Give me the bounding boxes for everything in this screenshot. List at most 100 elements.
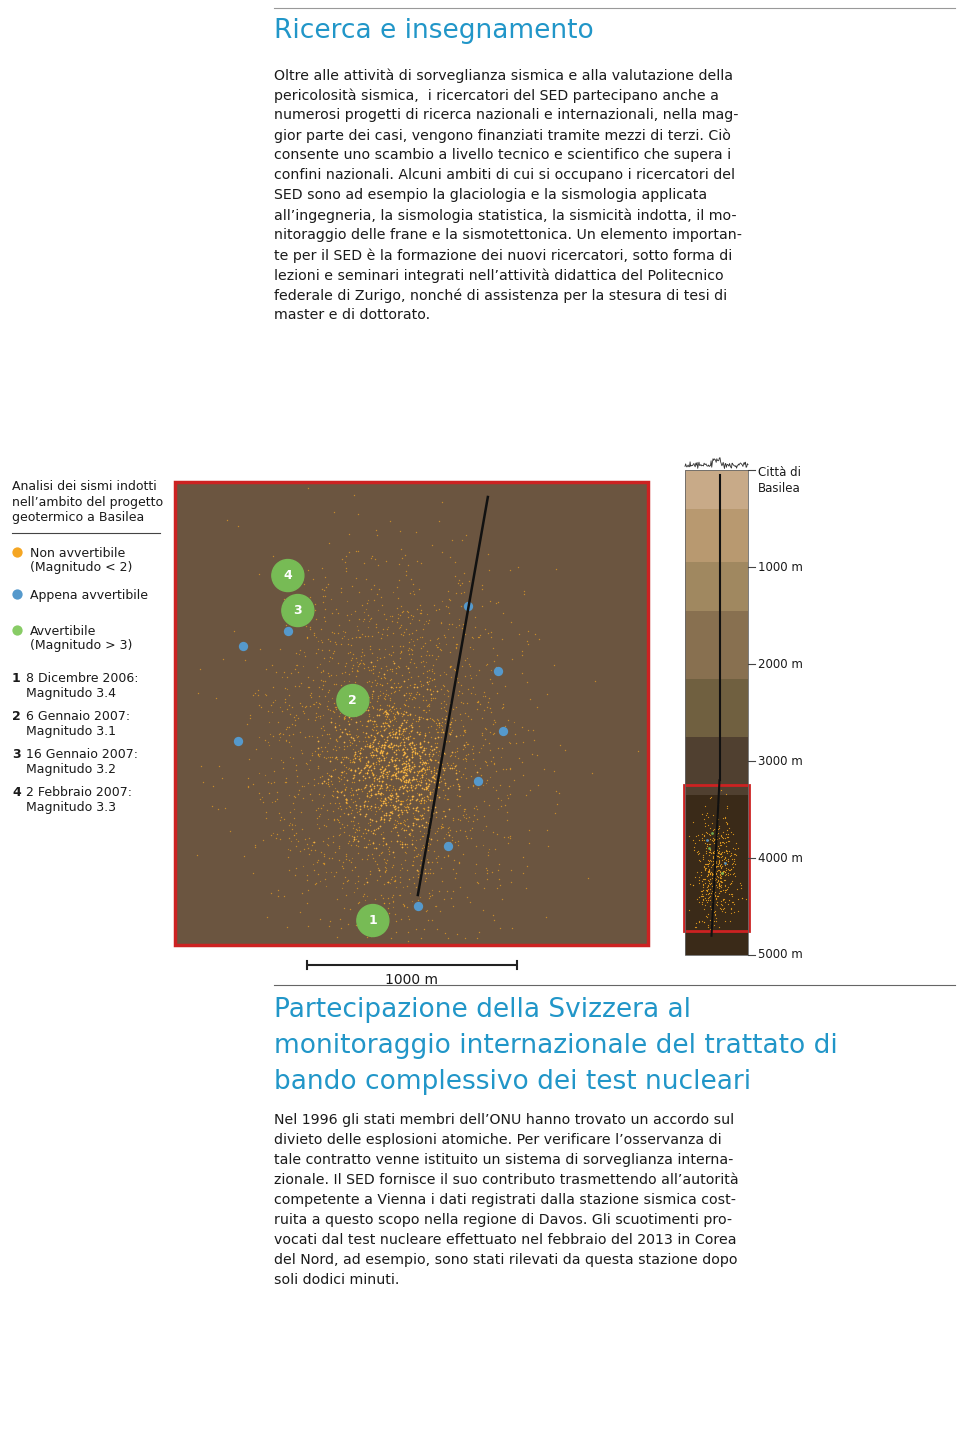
Point bbox=[719, 852, 734, 875]
Point bbox=[257, 763, 273, 786]
Point bbox=[395, 722, 410, 745]
Point bbox=[423, 749, 439, 772]
Point bbox=[708, 827, 723, 850]
Point bbox=[696, 897, 711, 920]
Point bbox=[353, 644, 369, 667]
Point bbox=[348, 872, 363, 895]
Point bbox=[373, 667, 389, 690]
Point bbox=[369, 673, 384, 696]
Point bbox=[493, 795, 509, 817]
Point bbox=[413, 807, 428, 830]
Point bbox=[406, 806, 421, 829]
Point bbox=[343, 796, 358, 819]
Point bbox=[708, 835, 724, 857]
Point bbox=[414, 735, 429, 757]
Point bbox=[403, 682, 419, 704]
Point bbox=[281, 714, 297, 737]
Point bbox=[421, 886, 437, 909]
Point bbox=[388, 662, 403, 684]
Point bbox=[380, 735, 396, 757]
Point bbox=[333, 580, 348, 603]
Point bbox=[382, 803, 397, 826]
Point bbox=[285, 723, 300, 746]
Point bbox=[246, 862, 261, 885]
Point bbox=[428, 805, 444, 827]
Point bbox=[399, 787, 415, 810]
Point bbox=[482, 589, 497, 612]
Point bbox=[351, 890, 367, 913]
Point bbox=[443, 697, 458, 720]
Point bbox=[436, 846, 451, 869]
Point bbox=[330, 684, 346, 707]
Point bbox=[401, 623, 417, 646]
Point bbox=[344, 802, 359, 825]
Point bbox=[395, 723, 410, 746]
Point bbox=[365, 624, 380, 647]
Point bbox=[395, 775, 410, 797]
Text: 4: 4 bbox=[283, 569, 292, 582]
Point bbox=[708, 893, 724, 916]
Point bbox=[401, 779, 417, 802]
Point bbox=[327, 714, 343, 737]
Point bbox=[447, 709, 463, 732]
Point bbox=[363, 650, 378, 673]
Point bbox=[724, 843, 739, 866]
Point bbox=[703, 856, 718, 879]
Point bbox=[393, 812, 408, 835]
Point bbox=[398, 789, 414, 812]
Point bbox=[288, 857, 303, 880]
Point bbox=[385, 676, 400, 699]
Point bbox=[396, 760, 412, 783]
Point bbox=[429, 732, 444, 755]
Point bbox=[703, 895, 718, 917]
Point bbox=[370, 690, 385, 713]
Point bbox=[309, 812, 324, 835]
Point bbox=[723, 857, 738, 880]
Point bbox=[689, 860, 705, 883]
Point bbox=[402, 772, 418, 795]
Point bbox=[420, 673, 436, 696]
Point bbox=[395, 830, 410, 853]
Point bbox=[462, 819, 477, 842]
Point bbox=[257, 729, 273, 752]
Point bbox=[345, 737, 360, 760]
Point bbox=[386, 793, 401, 816]
Point bbox=[708, 859, 723, 882]
Point bbox=[278, 730, 294, 753]
Point bbox=[693, 885, 708, 907]
Point bbox=[716, 840, 732, 863]
Point bbox=[708, 885, 723, 907]
Point bbox=[366, 713, 381, 736]
Point bbox=[331, 770, 347, 793]
Point bbox=[322, 846, 337, 869]
Point bbox=[414, 837, 429, 860]
Point bbox=[396, 756, 412, 779]
Point bbox=[364, 735, 379, 757]
Point bbox=[372, 823, 388, 846]
Point bbox=[404, 639, 420, 662]
Point bbox=[352, 686, 368, 709]
Point bbox=[396, 730, 411, 753]
Point bbox=[376, 847, 392, 870]
Point bbox=[476, 876, 492, 899]
Point bbox=[298, 827, 313, 850]
Point bbox=[518, 783, 534, 806]
Point bbox=[366, 739, 381, 762]
Point bbox=[396, 725, 412, 747]
Point bbox=[446, 657, 462, 680]
Bar bbox=[175, 482, 648, 945]
Point bbox=[289, 753, 304, 776]
Point bbox=[387, 652, 402, 674]
Point bbox=[374, 725, 390, 747]
Point bbox=[478, 727, 493, 750]
Point bbox=[333, 673, 348, 696]
Point bbox=[389, 739, 404, 762]
Point bbox=[366, 767, 381, 790]
Point bbox=[394, 817, 409, 840]
Point bbox=[333, 633, 348, 656]
Point bbox=[281, 683, 297, 706]
Point bbox=[343, 707, 358, 730]
Point bbox=[721, 847, 736, 870]
Point bbox=[480, 652, 495, 674]
Point bbox=[411, 664, 426, 687]
